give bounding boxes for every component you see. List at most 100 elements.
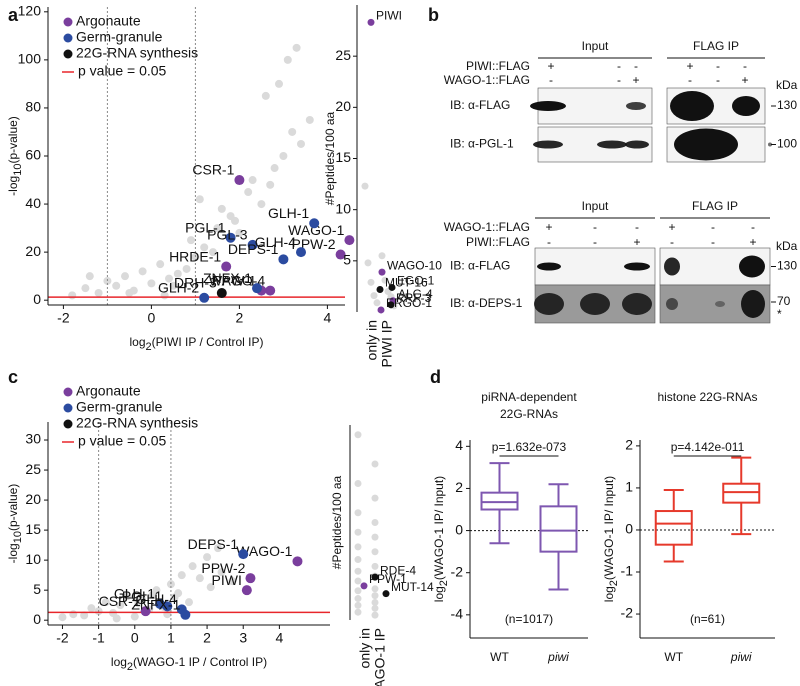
background-point: [354, 587, 362, 595]
point-label: WAGO-1: [236, 543, 292, 559]
data-point: [238, 549, 249, 560]
legend-marker: [63, 17, 73, 27]
legend-marker: [63, 419, 73, 429]
label-part: (WAGO-1 IP/ Input): [432, 476, 446, 580]
x-tick-label: 4: [324, 310, 332, 326]
point-label: GLH-1: [268, 205, 309, 221]
lane-mark: +: [686, 59, 693, 73]
blot-band: [537, 262, 561, 271]
point-label: DEPS-1: [228, 241, 279, 257]
label-part: (p-value): [6, 484, 20, 531]
axis-label: log2(PIWI IP / Control IP): [130, 335, 264, 353]
data-point: [387, 301, 395, 309]
background-point: [217, 204, 226, 213]
background-point: [354, 577, 362, 585]
data-point: [377, 306, 385, 314]
point-label: HRDE-1: [169, 248, 221, 264]
data-point: [221, 261, 232, 272]
x-tick-label: 0: [148, 310, 156, 326]
data-point: [292, 556, 303, 567]
background-point: [361, 182, 369, 190]
kda-label: kDa: [776, 239, 798, 253]
legend-label: Argonaute: [76, 13, 141, 29]
axis-label: -log10(p-value): [6, 116, 24, 196]
y-tick-label: 10: [25, 551, 41, 567]
data-point: [335, 249, 346, 260]
data-point: [180, 609, 191, 620]
y-tick-label: -2: [451, 563, 464, 579]
background-point: [213, 224, 222, 233]
point-label: PPW-1: [369, 572, 407, 586]
x-tick-label: -1: [92, 630, 105, 646]
lane-mark: -: [751, 220, 755, 234]
label-part: (PIWI IP / Control IP): [152, 335, 264, 349]
background-point: [354, 567, 362, 575]
blot-band: [666, 298, 678, 310]
data-point: [140, 606, 151, 617]
blot-band: [670, 91, 714, 121]
blot-band: [580, 293, 610, 315]
row-label: PIWI::FLAG: [466, 235, 530, 249]
background-point: [58, 613, 67, 622]
group-header: Input: [582, 39, 609, 53]
background-point: [173, 269, 182, 278]
background-point: [371, 592, 379, 600]
panel-label: a: [8, 5, 19, 25]
background-point: [182, 264, 191, 273]
point-label: RDE-4: [380, 563, 416, 577]
x-label: PIWI IP: [379, 320, 395, 367]
background-point: [270, 164, 279, 173]
lane-mark: -: [635, 220, 639, 234]
background-point: [185, 598, 193, 607]
background-point: [81, 284, 90, 293]
point-label: DRH-3: [174, 275, 217, 291]
blot-label: IB: α-DEPS-1: [450, 296, 523, 310]
x-tick-label: 2: [203, 630, 211, 646]
box: [539, 505, 578, 553]
blot-band: [622, 293, 652, 315]
data-point: [265, 285, 276, 296]
legend-label: Germ-granule: [76, 29, 163, 45]
x-tick-label: WT: [664, 650, 683, 664]
y-tick-label: 0: [33, 291, 41, 307]
background-point: [370, 292, 378, 300]
point-label: ZNFX-1: [203, 270, 252, 286]
y-tick-label: 10: [335, 200, 351, 216]
point-label: GLH-4: [136, 591, 177, 607]
lane-mark: +: [633, 235, 640, 249]
background-point: [156, 260, 165, 269]
panel-label: c: [8, 367, 18, 387]
blot-band: [534, 293, 564, 315]
y-tick-label: 80: [25, 99, 41, 115]
background-point: [217, 568, 226, 577]
row-label: WAGO-1::FLAG: [444, 73, 530, 87]
point-label: WAGO-4: [209, 272, 265, 288]
point-label: ALG-4: [398, 287, 433, 301]
legend-marker: [63, 403, 73, 413]
label-sub: 2: [127, 661, 133, 673]
background-point: [112, 614, 121, 623]
background-point: [200, 243, 209, 252]
point-label: WAGO-1: [288, 222, 344, 238]
background-point: [87, 604, 96, 613]
point-label: PGL-1: [122, 588, 163, 604]
data-point: [245, 573, 256, 584]
background-point: [354, 595, 362, 603]
label-sub: 2: [608, 580, 620, 586]
background-point: [123, 592, 132, 601]
lane-mark: -: [593, 220, 597, 234]
y-tick-label: 25: [335, 47, 351, 63]
point-label: MUT-14: [391, 580, 434, 594]
point-label: PIWI: [376, 9, 402, 23]
row-label: WAGO-1::FLAG: [444, 220, 530, 234]
blot-band: [597, 140, 627, 149]
y-tick-label: 0: [625, 521, 633, 537]
background-point: [138, 267, 147, 276]
y-tick-label: 25: [25, 461, 41, 477]
x-tick-label: -2: [57, 310, 70, 326]
background-point: [188, 562, 197, 571]
background-point: [85, 272, 94, 281]
blot-band: [739, 255, 765, 278]
x-tick-label: 4: [275, 630, 283, 646]
lane-mark: +: [545, 220, 552, 234]
